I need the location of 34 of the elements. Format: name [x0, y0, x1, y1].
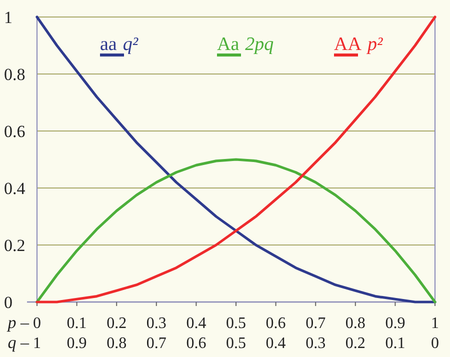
x2-tick-label: 0.7 [146, 335, 166, 352]
line-series [36, 158, 436, 304]
series-label: aa q² [100, 34, 138, 55]
x2-tick-label: 1 [33, 335, 41, 352]
x-tick-label: 0.4 [186, 315, 206, 332]
x-tick-label: 1 [431, 315, 439, 332]
y-tick-label: 0.8 [4, 65, 26, 84]
x-tick-label: 0.6 [266, 315, 286, 332]
x-tick-label: 0 [33, 315, 41, 332]
y-tick-label: 0 [4, 293, 12, 312]
text: Aa 2pq [217, 34, 274, 55]
x-tick-label: 0.7 [306, 315, 326, 332]
x2-tick-label: 0.5 [226, 335, 246, 352]
x-tick-label: 0.5 [226, 315, 246, 332]
x-tick-label: 0.3 [146, 315, 166, 332]
y-tick-label: 0.4 [4, 179, 26, 198]
y-tick-label: 0.2 [4, 236, 26, 255]
x-tick-label: 0.2 [106, 315, 127, 332]
x2-tick-label: 0.4 [266, 335, 286, 352]
x2-tick-label: 0.3 [306, 335, 326, 352]
y-tick-label: 0.6 [4, 122, 26, 141]
x2-tick-label: 0.1 [385, 335, 406, 352]
x-tick-label: 0.1 [66, 315, 87, 332]
x2-tick-label: 0 [431, 335, 439, 352]
x-tick-label: 0.9 [385, 315, 406, 332]
y-tick-label: 1 [4, 8, 12, 27]
x-axis-title: p – [6, 313, 30, 332]
x2-axis-title: q – [8, 333, 30, 352]
x2-tick-label: 0.2 [345, 335, 366, 352]
series-label: AA p² [334, 34, 383, 55]
x2-tick-label: 0.8 [106, 335, 127, 352]
x2-tick-label: 0.6 [186, 335, 206, 352]
x-tick-label: 0.8 [345, 315, 366, 332]
x2-tick-label: 0.9 [66, 335, 87, 352]
